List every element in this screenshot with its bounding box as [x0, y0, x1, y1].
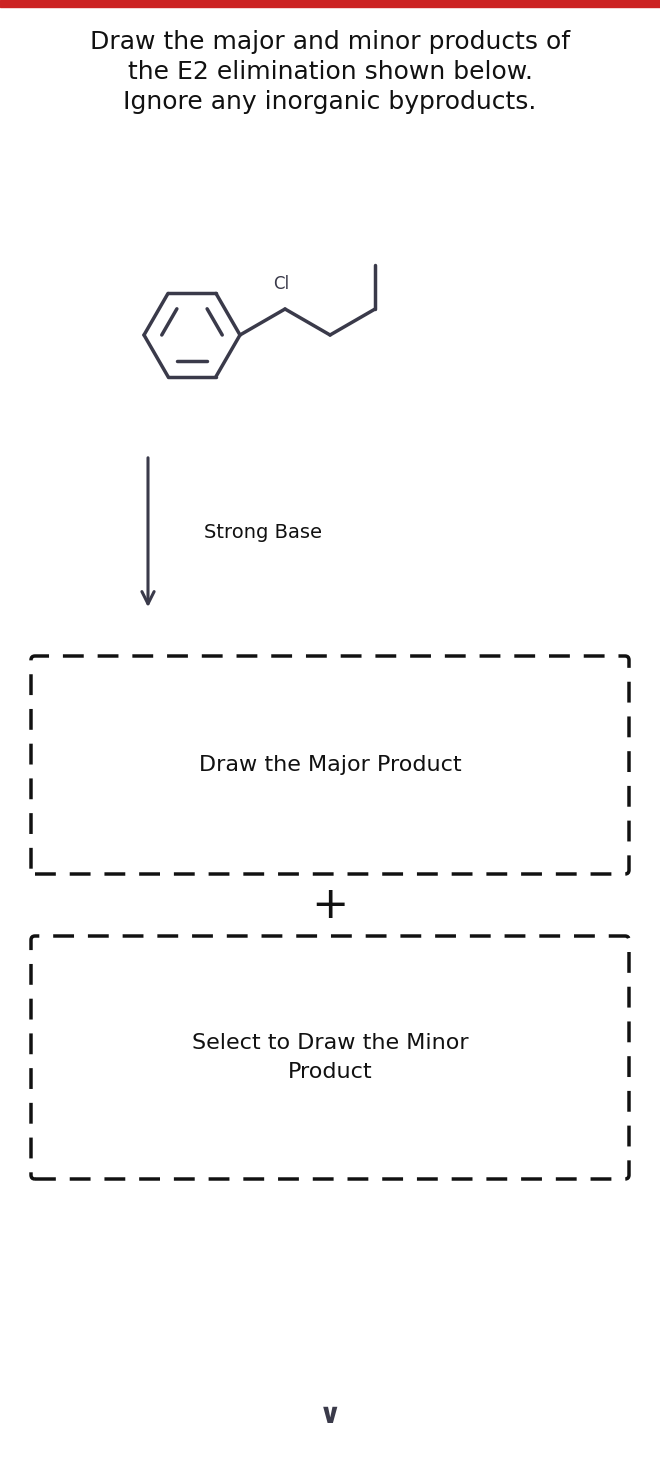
Text: Cl: Cl	[273, 276, 289, 293]
Text: Draw the Major Product: Draw the Major Product	[199, 755, 461, 776]
Text: the E2 elimination shown below.: the E2 elimination shown below.	[127, 60, 533, 84]
Bar	[0, 0, 660, 7]
Text: Draw the major and minor products of: Draw the major and minor products of	[90, 29, 570, 54]
Text: +: +	[312, 884, 348, 927]
Text: Ignore any inorganic byproducts.: Ignore any inorganic byproducts.	[123, 89, 537, 114]
Text: ∨: ∨	[319, 1401, 341, 1429]
Text: Strong Base: Strong Base	[204, 522, 322, 541]
Text: Select to Draw the Minor
Product: Select to Draw the Minor Product	[191, 1032, 469, 1082]
